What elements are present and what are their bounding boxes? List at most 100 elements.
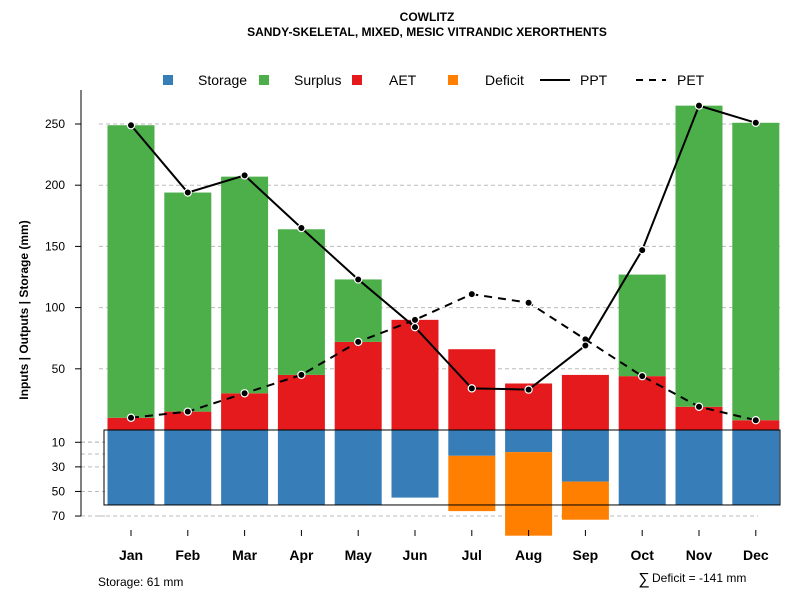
month-label-dec: Dec — [743, 547, 769, 563]
ppt-point-oct — [638, 245, 647, 255]
legend-swatch-aet — [352, 75, 362, 85]
ppt-point-apr — [297, 223, 306, 233]
surplus-bar-oct — [618, 274, 666, 377]
month-label-jul: Jul — [462, 547, 482, 563]
ppt-point-jul — [467, 384, 476, 393]
legend-label-ppt: PPT — [580, 72, 608, 88]
pet-point-oct — [638, 371, 647, 381]
legend-swatch-surplus — [259, 75, 269, 85]
pet-point-aug — [524, 298, 533, 307]
surplus-bar-jan — [107, 125, 155, 418]
deficit-bar-sep — [561, 481, 609, 520]
pet-point-may — [354, 337, 363, 347]
ppt-point-may — [354, 275, 363, 284]
aet-bar-nov — [675, 406, 723, 430]
surplus-bar-mar — [221, 176, 269, 394]
month-label-jun: Jun — [403, 547, 428, 563]
y-tick-label-50: 50 — [52, 362, 66, 376]
chart-title: COWLITZ — [400, 10, 455, 24]
legend: Storage Surplus AET Deficit PPT PET — [163, 72, 705, 88]
surplus-bar-apr — [277, 229, 325, 375]
storage-bar-feb — [164, 430, 212, 505]
y-tick-label-lower-70: 70 — [52, 509, 66, 523]
surplus-bar-nov — [675, 105, 723, 407]
y-tick-label-lower-10: 10 — [52, 435, 66, 449]
ppt-point-dec — [751, 118, 761, 127]
surplus-bar-feb — [164, 192, 212, 412]
month-label-mar: Mar — [232, 547, 257, 563]
legend-label-surplus: Surplus — [294, 72, 341, 88]
pet-point-nov — [694, 402, 704, 411]
ppt-point-sep — [581, 341, 590, 350]
ppt-point-feb — [183, 188, 192, 197]
month-label-apr: Apr — [289, 547, 314, 563]
y-tick-label-100: 100 — [45, 301, 65, 315]
pet-point-feb — [183, 407, 192, 416]
month-label-sep: Sep — [573, 547, 599, 563]
storage-bar-jun — [391, 430, 439, 498]
month-label-feb: Feb — [175, 547, 200, 563]
storage-bar-dec — [732, 430, 780, 505]
legend-label-deficit: Deficit — [485, 72, 524, 88]
storage-bar-jul — [448, 430, 496, 456]
storage-bar-may — [334, 430, 382, 505]
month-label-oct: Oct — [631, 547, 655, 563]
pet-point-jun — [410, 315, 420, 325]
y-tick-label-200: 200 — [45, 178, 65, 192]
legend-swatch-deficit — [448, 75, 458, 85]
aet-bar-dec — [732, 420, 780, 430]
legend-label-storage: Storage — [198, 72, 247, 88]
bars — [107, 105, 780, 430]
axes: 50 100 150 200 250 10 30 50 70 — [45, 90, 781, 523]
aet-bar-mar — [221, 393, 269, 430]
storage-note: Storage: 61 mm — [98, 575, 183, 589]
ppt-point-nov — [694, 101, 704, 110]
sum-symbol: ∑ — [638, 571, 649, 588]
pet-point-mar — [240, 389, 249, 398]
ppt-line — [130, 104, 757, 391]
storage-deficit-bars — [107, 430, 780, 536]
month-label-may: May — [345, 547, 372, 563]
pet-point-apr — [297, 370, 306, 380]
storage-bar-nov — [675, 430, 723, 505]
pet-point-dec — [751, 416, 761, 425]
aet-bar-apr — [277, 374, 325, 430]
month-label-jan: Jan — [119, 547, 143, 563]
series-lines — [126, 101, 761, 425]
aet-bar-jan — [107, 417, 155, 430]
y-axis-label: Inputs | Outputs | Storage (mm) — [17, 220, 31, 399]
ppt-point-jan — [126, 121, 136, 130]
ppt-point-jun — [410, 322, 420, 332]
y-tick-label-lower-50: 50 — [52, 484, 66, 498]
surplus-bar-may — [334, 279, 382, 342]
deficit-note: Deficit = -141 mm — [652, 571, 746, 585]
storage-bar-apr — [277, 430, 325, 505]
month-labels: Jan Feb Mar Apr May Jun Jul Aug Sep Oct Nov Dec — [119, 530, 769, 563]
storage-bar-sep — [561, 430, 609, 482]
storage-bar-jan — [107, 430, 155, 505]
storage-bar-aug — [505, 430, 553, 453]
ppt-point-aug — [524, 385, 533, 394]
chart-subtitle: SANDY-SKELETAL, MIXED, MESIC VITRANDIC X… — [247, 25, 607, 39]
storage-bar-oct — [618, 430, 666, 505]
surplus-bar-dec — [732, 122, 780, 421]
aet-bar-may — [334, 341, 382, 430]
month-label-aug: Aug — [515, 547, 542, 563]
deficit-bar-aug — [505, 452, 553, 536]
ppt-point-mar — [240, 171, 249, 180]
y-tick-label-250: 250 — [45, 117, 65, 131]
legend-label-pet: PET — [677, 72, 705, 88]
legend-swatch-storage — [163, 75, 173, 85]
month-label-nov: Nov — [686, 547, 713, 563]
deficit-bar-jul — [448, 455, 496, 512]
pet-point-jul — [467, 289, 476, 299]
aet-bar-sep — [561, 374, 609, 430]
storage-bar-mar — [221, 430, 269, 505]
y-tick-label-150: 150 — [45, 239, 65, 253]
aet-bar-jun — [391, 319, 439, 430]
aet-bar-feb — [164, 411, 212, 430]
legend-label-aet: AET — [389, 72, 417, 88]
y-tick-label-lower-30: 30 — [52, 460, 66, 474]
pet-point-jan — [126, 413, 136, 422]
